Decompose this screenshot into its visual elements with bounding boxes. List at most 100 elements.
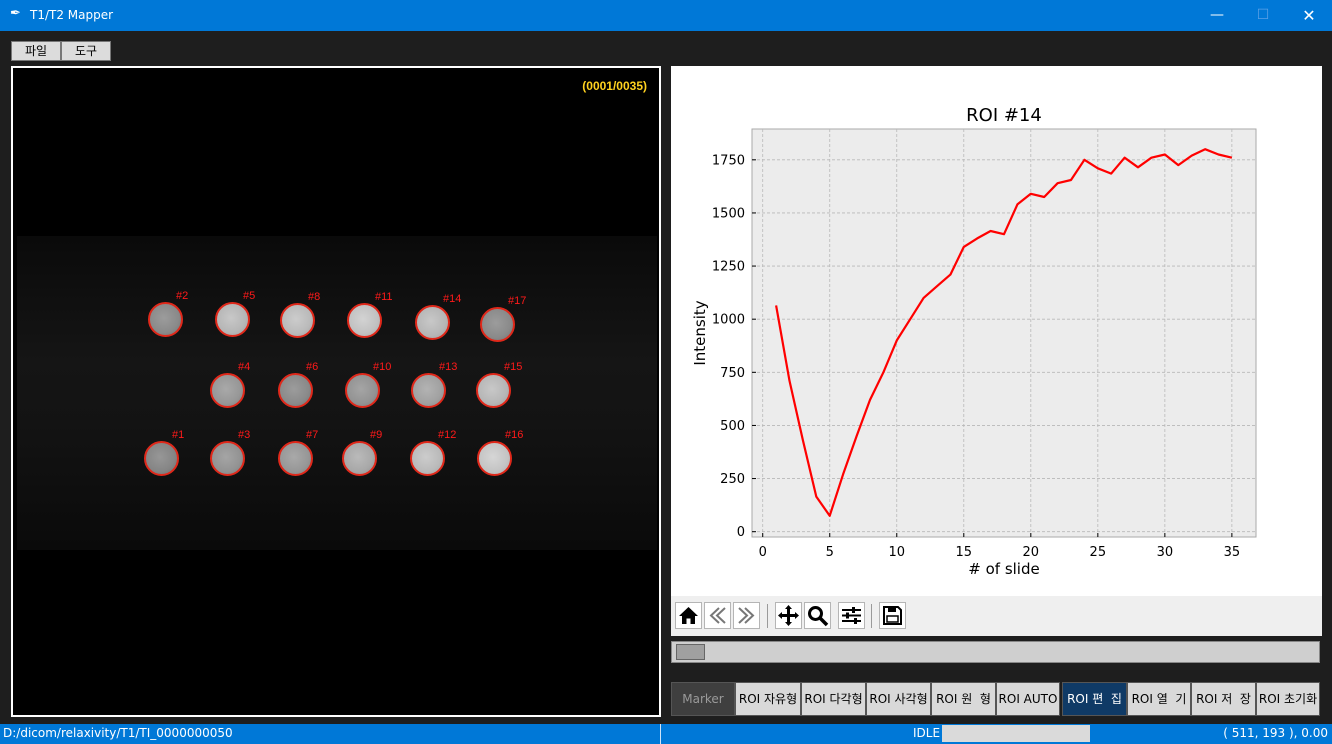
chart-title: ROI #14 (966, 105, 1042, 126)
slice-slider[interactable] (671, 641, 1320, 663)
y-tick-label: 1250 (712, 260, 745, 275)
y-tick-label: 1500 (712, 206, 745, 221)
x-tick-label: 0 (759, 545, 767, 560)
back-button[interactable] (704, 602, 731, 629)
roi-label: #1 (172, 429, 185, 441)
plot-area (751, 128, 1257, 538)
close-button[interactable]: ✕ (1302, 6, 1316, 25)
y-axis-label: Intensity (691, 300, 709, 365)
y-tick-label: 500 (720, 419, 745, 434)
toolbar-separator (871, 604, 872, 628)
x-axis-label: # of slide (968, 560, 1039, 578)
image-viewer[interactable]: (0001/0035) #1 #2 #3 #4 #5 #6 #7 #8 #9 #10 #11 #12 #… (11, 66, 661, 717)
x-tick-label: 20 (1023, 545, 1040, 560)
roi-circle[interactable] (215, 302, 250, 337)
roi-label: #9 (370, 429, 383, 441)
move-icon (778, 605, 799, 626)
marker-button[interactable]: Marker (671, 682, 735, 716)
title-bar: ✒ T1/T2 Mapper — ☐ ✕ (0, 0, 1332, 31)
maximize-button[interactable]: ☐ (1256, 7, 1270, 23)
forward-button[interactable] (733, 602, 760, 629)
arrow-left-icon (709, 607, 726, 624)
roi-label: #10 (373, 361, 392, 373)
status-bar: D:/dicom/relaxivity/T1/TI_0000000050 IDL… (0, 724, 1332, 744)
x-tick-label: 30 (1157, 545, 1174, 560)
roi-circle[interactable] (415, 305, 450, 340)
roi-save-button[interactable]: ROI 저 장 (1191, 682, 1256, 716)
roi-label: #17 (508, 295, 527, 307)
roi-label: #4 (238, 361, 251, 373)
plot-panel[interactable]: 0 5 10 15 20 25 30 35 0 250 500 750 1000 1250 1500 1750… (671, 66, 1322, 596)
data-series-line (775, 148, 1233, 517)
roi-circle[interactable] (411, 373, 446, 408)
zoom-button[interactable] (804, 602, 831, 629)
roi-circle[interactable] (345, 373, 380, 408)
roi-circle[interactable] (476, 373, 511, 408)
status-divider (660, 724, 661, 744)
roi-edit-button[interactable]: ROI 편 집 (1062, 682, 1127, 716)
roi-circle[interactable] (144, 441, 179, 476)
save-icon (883, 606, 902, 625)
status-path: D:/dicom/relaxivity/T1/TI_0000000050 (3, 726, 233, 740)
configure-button[interactable] (838, 602, 865, 629)
roi-circle[interactable] (278, 441, 313, 476)
status-progress (942, 725, 1090, 742)
x-tick-label: 15 (956, 545, 973, 560)
plot-toolbar (671, 596, 1322, 636)
roi-freeform-button[interactable]: ROI 자유형 (735, 682, 801, 716)
y-tick-label: 1000 (712, 313, 745, 328)
roi-label: #7 (306, 429, 319, 441)
roi-label: #14 (443, 293, 462, 305)
roi-label: #12 (438, 429, 457, 441)
home-icon (679, 607, 698, 624)
arrow-right-icon (738, 607, 755, 624)
home-button[interactable] (675, 602, 702, 629)
roi-label: #15 (504, 361, 523, 373)
roi-reset-button[interactable]: ROI 초기화 (1256, 682, 1320, 716)
roi-label: #16 (505, 429, 524, 441)
roi-label: #6 (306, 361, 319, 373)
roi-label: #13 (439, 361, 458, 373)
roi-circle[interactable] (480, 307, 515, 342)
roi-circle[interactable] (342, 441, 377, 476)
roi-circle[interactable] (278, 373, 313, 408)
roi-circle[interactable] (477, 441, 512, 476)
y-tick-label: 250 (720, 472, 745, 487)
x-tick-label: 25 (1090, 545, 1107, 560)
status-coords: ( 511, 193 ), 0.00 (1223, 726, 1328, 740)
roi-circle[interactable] (410, 441, 445, 476)
roi-polygon-button[interactable]: ROI 다각형 (801, 682, 866, 716)
roi-label: #3 (238, 429, 251, 441)
y-tick-label: 0 (737, 525, 745, 540)
sliders-icon (842, 607, 861, 624)
roi-circle[interactable] (148, 302, 183, 337)
pan-button[interactable] (775, 602, 802, 629)
x-tick-label: 10 (888, 545, 905, 560)
slice-counter: (0001/0035) (582, 79, 647, 93)
roi-label: #8 (308, 291, 321, 303)
x-tick-label: 35 (1224, 545, 1241, 560)
roi-circle[interactable] (210, 441, 245, 476)
roi-open-button[interactable]: ROI 열 기 (1127, 682, 1191, 716)
minimize-button[interactable]: — (1210, 7, 1224, 23)
y-tick-label: 1750 (712, 153, 745, 168)
roi-rectangle-button[interactable]: ROI 사각형 (866, 682, 931, 716)
intensity-chart: 0 5 10 15 20 25 30 35 0 250 500 750 1000 1250 1500 1750… (691, 105, 1257, 578)
roi-circle[interactable] (210, 373, 245, 408)
menu-bar: 파일 도구 (0, 31, 1332, 65)
roi-circle[interactable] (280, 303, 315, 338)
window-title: T1/T2 Mapper (30, 8, 114, 22)
menu-file[interactable]: 파일 (11, 41, 61, 61)
roi-auto-button[interactable]: ROI AUTO (996, 682, 1060, 716)
roi-label: #2 (176, 290, 189, 302)
y-tick-label: 750 (720, 366, 745, 381)
status-state: IDLE (913, 726, 941, 740)
save-figure-button[interactable] (879, 602, 906, 629)
feather-icon: ✒ (10, 6, 21, 21)
roi-label: #5 (243, 290, 256, 302)
roi-circle[interactable] (347, 303, 382, 338)
zoom-icon (808, 606, 829, 627)
menu-tools[interactable]: 도구 (61, 41, 111, 61)
roi-circle-button[interactable]: ROI 원 형 (931, 682, 996, 716)
slider-thumb[interactable] (676, 644, 705, 660)
